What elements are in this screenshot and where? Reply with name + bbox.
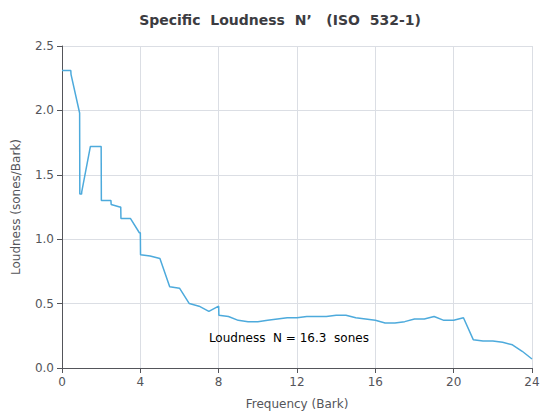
svg-text:2.5: 2.5 bbox=[35, 39, 54, 53]
svg-text:4: 4 bbox=[137, 375, 145, 389]
svg-text:0.5: 0.5 bbox=[35, 297, 54, 311]
svg-text:Loudness N = 16.3 sones: Loudness N = 16.3 sones bbox=[209, 331, 369, 345]
svg-text:0: 0 bbox=[58, 375, 66, 389]
svg-text:8: 8 bbox=[215, 375, 223, 389]
svg-text:24: 24 bbox=[524, 375, 539, 389]
svg-text:Specific Loudness N’ (ISO: Specific Loudness N’ (ISO 532-1) bbox=[139, 12, 421, 28]
svg-text:16: 16 bbox=[368, 375, 383, 389]
svg-text:Frequency (Bark): Frequency (Bark) bbox=[246, 397, 349, 411]
svg-text:12: 12 bbox=[289, 375, 304, 389]
svg-text:Loudness (sones/Bark): Loudness (sones/Bark) bbox=[9, 139, 23, 275]
svg-text:0.0: 0.0 bbox=[35, 361, 54, 375]
svg-text:1.5: 1.5 bbox=[35, 168, 54, 182]
svg-text:2.0: 2.0 bbox=[35, 103, 54, 117]
svg-text:20: 20 bbox=[446, 375, 461, 389]
svg-text:1.0: 1.0 bbox=[35, 232, 54, 246]
